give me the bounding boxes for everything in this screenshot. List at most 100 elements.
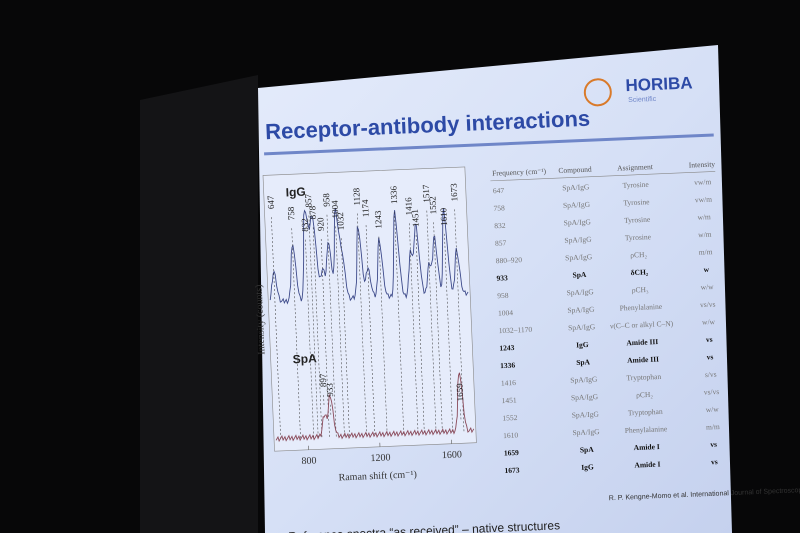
table-cell: 933 (496, 273, 508, 282)
table-cell: ν(C–C or alkyl C–N) (610, 319, 674, 331)
slide-content: Receptor-antibody interactions HORIBA Sc… (254, 73, 800, 533)
trace-name: SpA (292, 351, 317, 366)
peak-label: 1336 (388, 185, 399, 204)
peak-marker (271, 217, 281, 439)
peak-label: 758 (286, 206, 297, 220)
logo-sub: Scientific (628, 96, 657, 104)
spectra: 800 1200 1600IgG64775883285787892095810041… (265, 183, 475, 467)
logo-name: HORIBA (625, 73, 693, 95)
spectrum-trace (275, 372, 475, 443)
table-cell: SpA/IgG (570, 375, 598, 385)
table-cell: IgG (576, 340, 589, 350)
table-cell: 1610 (503, 430, 519, 440)
table-cell: 758 (493, 203, 505, 212)
peak-marker (357, 213, 367, 436)
table-rule (490, 171, 716, 182)
peak-label: 878 (307, 205, 318, 219)
table-cell: Amide I (634, 460, 660, 470)
peak-label: 1416 (403, 197, 414, 216)
table-cell: 1659 (504, 448, 520, 458)
peak-label: 832 (300, 218, 311, 232)
table-cell: SpA/IgG (564, 235, 592, 245)
peak-label: 1610 (438, 207, 449, 226)
table-cell: 880–920 (496, 255, 523, 265)
table-cell: Phenylalanine (619, 302, 662, 313)
peak-marker (365, 225, 376, 435)
screen-edge (140, 75, 258, 533)
table-cell: w/m (697, 212, 711, 222)
table-cell: vw/m (694, 177, 712, 187)
table-cell: 1451 (501, 395, 517, 405)
peak-marker (323, 395, 325, 408)
peak-marker (378, 236, 388, 435)
table-cell: s/vs (705, 370, 717, 379)
peak-marker (335, 226, 345, 437)
table-cell: vs (706, 335, 713, 344)
table-cell: SpA/IgG (571, 392, 599, 402)
table-cell: 647 (493, 186, 505, 195)
table-cell: vs/vs (704, 387, 720, 397)
table-header: Frequency (cm⁻¹) (492, 167, 547, 178)
peak-label: 1243 (373, 210, 384, 229)
peak-label: 897 (318, 373, 329, 387)
table-cell: Tyrosine (624, 215, 651, 225)
table-cell: w (703, 265, 709, 274)
trace-name: IgG (285, 185, 306, 200)
table-cell: Tryptophan (626, 372, 661, 382)
peak-marker (312, 227, 323, 438)
x-tick-label: 800 (301, 455, 316, 467)
table-header: Compound (558, 165, 592, 175)
table-cell: SpA/IgG (563, 200, 591, 210)
peak-marker (433, 222, 443, 433)
peak-marker (330, 404, 332, 417)
table-cell: Amide I (634, 442, 660, 452)
peak-marker (320, 239, 330, 437)
table-cell: vs/vs (700, 300, 716, 310)
peak-label: 1128 (351, 187, 362, 206)
table-cell: SpA/IgG (572, 427, 600, 437)
table-cell: 1673 (504, 465, 520, 475)
table-cell: 958 (497, 291, 509, 300)
table-cell: SpA/IgG (566, 287, 594, 297)
table-cell: 1243 (499, 343, 515, 353)
table-cell: 1336 (500, 361, 516, 371)
table-cell: δCH₂ (631, 267, 650, 277)
table-header: Intensity (689, 159, 716, 169)
peak-marker (305, 239, 314, 438)
peak-label: 958 (321, 193, 332, 207)
table-cell: Tyrosine (625, 232, 652, 242)
peak-label: 857 (303, 193, 314, 207)
peak-label: 1673 (449, 183, 460, 202)
peak-label: 1004 (330, 200, 341, 219)
table-cell: 832 (494, 221, 506, 230)
x-tick-label: 1200 (370, 452, 390, 464)
table-cell: Amide III (626, 337, 658, 347)
table-cell: vs (706, 352, 713, 361)
peak-label: 1552 (427, 196, 438, 214)
table-cell: Amide III (627, 354, 659, 364)
table-cell: SpA/IgG (567, 305, 595, 315)
table-cell: vs (711, 457, 718, 466)
table-cell: 857 (495, 238, 507, 247)
peak-marker (460, 409, 462, 422)
table-cell: 1552 (502, 413, 518, 423)
table-header: Assignment (617, 162, 654, 173)
peak-label: 1032 (335, 212, 346, 230)
table-cell: ρCH₃ (632, 285, 650, 295)
table-cell: Tyrosine (622, 180, 649, 190)
table-cell: IgG (581, 462, 594, 472)
table-cell: SpA (580, 445, 595, 455)
table-cell: m/m (706, 422, 720, 432)
x-axis-label: Raman shift (cm⁻¹) (338, 469, 417, 483)
peak-label: 1659 (454, 383, 465, 402)
table-cell: ρCH₂ (636, 390, 654, 400)
table-cell: ρCH₂ (630, 250, 648, 260)
table-cell: 1416 (501, 378, 517, 388)
peak-marker (426, 210, 437, 433)
y-axis-label: Intensity (counts) (254, 284, 268, 355)
peak-marker (394, 211, 405, 434)
table-cell: 1004 (498, 308, 514, 318)
table-cell: SpA/IgG (562, 182, 590, 192)
peak-marker (326, 214, 337, 437)
